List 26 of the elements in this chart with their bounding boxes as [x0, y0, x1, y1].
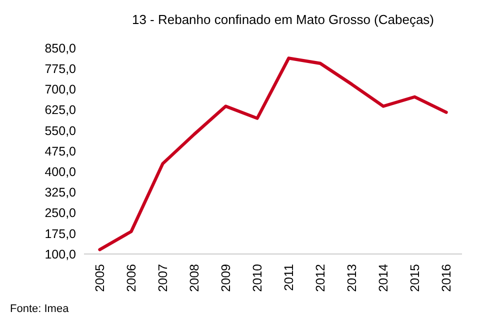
- y-tick-label: 550,0: [44, 124, 76, 138]
- x-tick-label: 2013: [344, 264, 359, 292]
- x-tick-label: 2008: [187, 264, 202, 292]
- x-tick-label: 2014: [376, 264, 390, 292]
- x-tick-label: 2015: [408, 264, 422, 292]
- x-tick-label: 2011: [282, 264, 296, 291]
- y-tick-label: 850,0: [44, 41, 76, 56]
- y-tick-label: 775,0: [44, 62, 76, 76]
- y-tick-label: 175,0: [44, 226, 76, 241]
- x-tick-label: 2016: [439, 264, 454, 292]
- y-tick-label: 400,0: [44, 164, 76, 179]
- source-note: Fonte: Imea: [10, 303, 70, 315]
- x-tick-label: 2005: [92, 264, 107, 292]
- y-tick-label: 100,0: [44, 247, 76, 262]
- x-tick-label: 2012: [313, 264, 328, 292]
- x-tick-label: 2010: [250, 264, 264, 292]
- x-tick-label: 2009: [218, 264, 233, 292]
- y-tick-label: 475,0: [44, 144, 76, 158]
- x-tick-label: 2006: [124, 264, 138, 292]
- y-tick-label: 325,0: [44, 186, 76, 200]
- line-series: [98, 56, 448, 252]
- x-tick-label: 2007: [156, 264, 170, 292]
- y-tick-label: 700,0: [44, 82, 76, 97]
- y-tick-label: 250,0: [44, 206, 76, 220]
- chart-title: 13 - Rebanho confinado em Mato Grosso (Cabeças): [132, 12, 434, 27]
- y-tick-label: 625,0: [44, 103, 76, 118]
